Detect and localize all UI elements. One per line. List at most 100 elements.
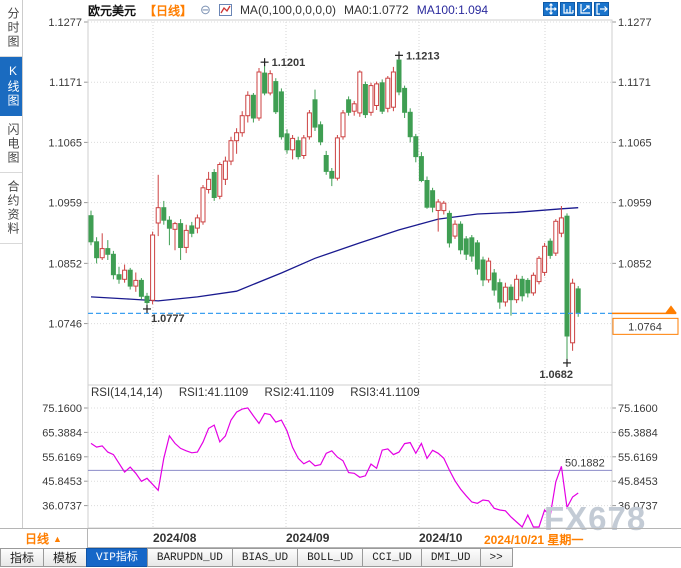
annotation-label: 1.0777 [151,313,185,325]
candle [273,78,279,114]
candle [553,219,559,256]
toolbar-tab[interactable]: >> [479,548,513,567]
candle [239,111,245,137]
toolbar-tab[interactable]: 指标 [0,548,45,567]
rsi-axis-label: 75.1600 [618,403,658,415]
candle [357,70,363,117]
rsi-axis-label: 75.1600 [42,403,82,415]
rsi-line [90,407,579,528]
ma0-value: MA0:1.0772 [344,3,409,17]
price-annotation: 1.0777 [143,304,185,325]
candle [250,93,256,123]
candle [172,221,178,251]
sidebar-item-2[interactable]: 闪电图 [0,116,22,173]
rsi2-value: RSI2:41.1109 [264,387,334,399]
candle [536,256,542,285]
ma100-value: MA100:1.094 [416,3,489,17]
price-marker-label: 1.0764 [628,321,662,333]
toolbar-tab[interactable]: BARUPDN_UD [146,548,233,567]
candle [200,185,206,225]
candle [424,176,430,209]
toolbar-tab[interactable]: BOLL_UD [297,548,364,567]
candle [402,85,408,118]
ma100-line [90,207,579,302]
rsi-settings-label[interactable]: RSI(14,14,14) [91,387,163,399]
candle [418,152,424,183]
candle [368,82,374,116]
date-label: 2024/09 [286,531,330,545]
ma-settings-label[interactable]: MA(0,100,0,0,0,0) [239,3,336,17]
axis-scale-icon [562,4,574,14]
candle [346,96,352,116]
price-marker-box [612,317,679,335]
sidebar-item-0[interactable]: 分时图 [0,0,22,57]
period-selector[interactable]: 日线 ▲ [0,529,88,548]
toolbar-tab[interactable]: 模板 [43,548,88,567]
candle [122,264,128,283]
sidebar-item-1[interactable]: K线图 [0,57,22,116]
candle [340,110,346,140]
candle [155,174,161,237]
candle [144,292,150,306]
price-annotation: 1.1201 [260,57,306,69]
candle [491,269,497,296]
price-axis-label: 1.0959 [48,198,82,210]
candle [166,216,172,246]
collapse-icon[interactable]: ⊖ [200,2,211,17]
candle [88,210,94,246]
candle [245,91,251,123]
draw-tools-button[interactable] [577,2,592,16]
candle [222,156,228,185]
candle [306,110,312,140]
crosshair-icon [544,3,557,15]
price-axis-label: 1.0746 [48,319,82,331]
candle [110,250,116,280]
candle [189,221,195,238]
candle [514,274,520,304]
date-label: 2024/10 [419,531,463,545]
rsi-hline-label: 50.1882 [565,457,605,469]
toolbar-tab[interactable]: DMI_UD [420,548,481,567]
indicator-toolbar: 指标 模板 VIP指标 BARUPDN_UD BIAS_UD BOLL_UD CCI_UD D… [0,548,681,568]
gridlines [84,21,616,528]
sidebar-item-3[interactable]: 合约资料 [0,173,22,244]
chart-tool-buttons [543,2,609,16]
period-tag[interactable]: 【日线】 [144,3,193,18]
crosshair-tool-button[interactable] [543,2,558,16]
candle [497,278,503,309]
candlestick-series [88,58,581,360]
toolbar-tab[interactable]: CCI_UD [362,548,422,567]
candle [441,200,447,215]
trend-line-icon [579,4,590,14]
axis-scale-tool-button[interactable] [560,2,575,16]
rsi-axis-label: 45.8453 [618,476,658,488]
candle [133,272,139,292]
candle [183,224,189,254]
exit-tool-button[interactable] [594,2,609,16]
rsi-axis-label: 45.8453 [42,476,82,488]
candle [234,128,240,154]
candle [480,256,486,287]
toolbar-tab[interactable]: VIP指标 [86,548,148,567]
candle [362,81,368,118]
price-axis-label: 1.1171 [49,77,82,89]
period-label: 日线 [25,532,50,546]
candle [508,284,514,316]
candle [318,121,324,146]
candle [295,136,301,160]
candle [105,240,111,260]
candle [256,68,262,121]
toolbar-tab[interactable]: BIAS_UD [231,548,299,567]
candle [407,108,413,143]
ma-indicator-icon[interactable] [218,4,232,16]
candle [178,219,184,260]
annotation-label: 1.1201 [272,57,306,69]
candle [413,133,419,163]
annotation-label: 1.1213 [406,50,440,62]
candle [458,221,464,255]
candle [525,278,531,298]
candle [334,135,340,181]
candle [290,135,296,160]
candle [116,266,122,284]
